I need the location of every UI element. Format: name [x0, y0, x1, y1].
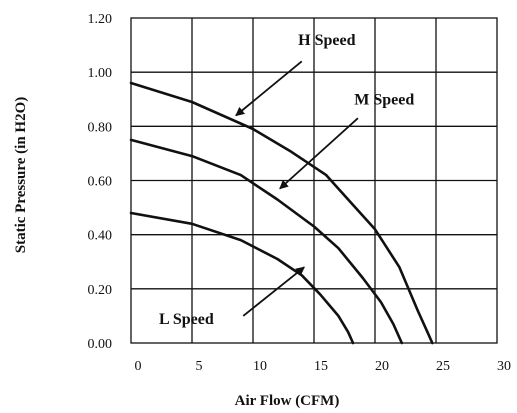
- curve-m-speed: [129, 138, 404, 345]
- annotation-label-l-speed: L Speed: [159, 311, 214, 328]
- annotation-label-h-speed: H Speed: [298, 32, 355, 49]
- y-axis-ticks: 0.00 0.20 0.40 0.60 0.80 1.00 1.20: [88, 12, 113, 352]
- annotation-arrow-l-speed: [242, 266, 305, 317]
- y-tick-label: 1.20: [88, 12, 113, 27]
- y-tick-label: 0.80: [88, 120, 113, 135]
- annotations: H Speed M Speed L Speed: [159, 32, 414, 328]
- x-tick-label: 5: [196, 359, 203, 374]
- curves: [129, 81, 434, 345]
- annotation-arrow-m-speed: [279, 117, 359, 190]
- x-tick-label: 15: [314, 359, 328, 374]
- annotation-arrow-h-speed: [235, 60, 303, 117]
- curve-h-speed: [129, 81, 434, 345]
- y-tick-label: 0.60: [88, 175, 113, 190]
- y-axis-title: Static Pressure (in H2O): [13, 97, 29, 254]
- x-tick-label: 0: [135, 359, 142, 374]
- x-axis-title: Air Flow (CFM): [235, 393, 340, 409]
- y-tick-label: 0.00: [88, 337, 113, 352]
- x-tick-label: 30: [497, 359, 511, 374]
- x-tick-label: 10: [253, 359, 267, 374]
- x-axis-ticks: 0 5 10 15 20 25 30: [135, 359, 512, 374]
- x-tick-label: 20: [375, 359, 389, 374]
- grid: [130, 17, 498, 344]
- y-tick-label: 0.40: [88, 229, 113, 244]
- y-tick-label: 0.20: [88, 283, 113, 298]
- x-tick-label: 25: [436, 359, 450, 374]
- annotation-label-m-speed: M Speed: [354, 92, 414, 109]
- y-tick-label: 1.00: [88, 66, 113, 81]
